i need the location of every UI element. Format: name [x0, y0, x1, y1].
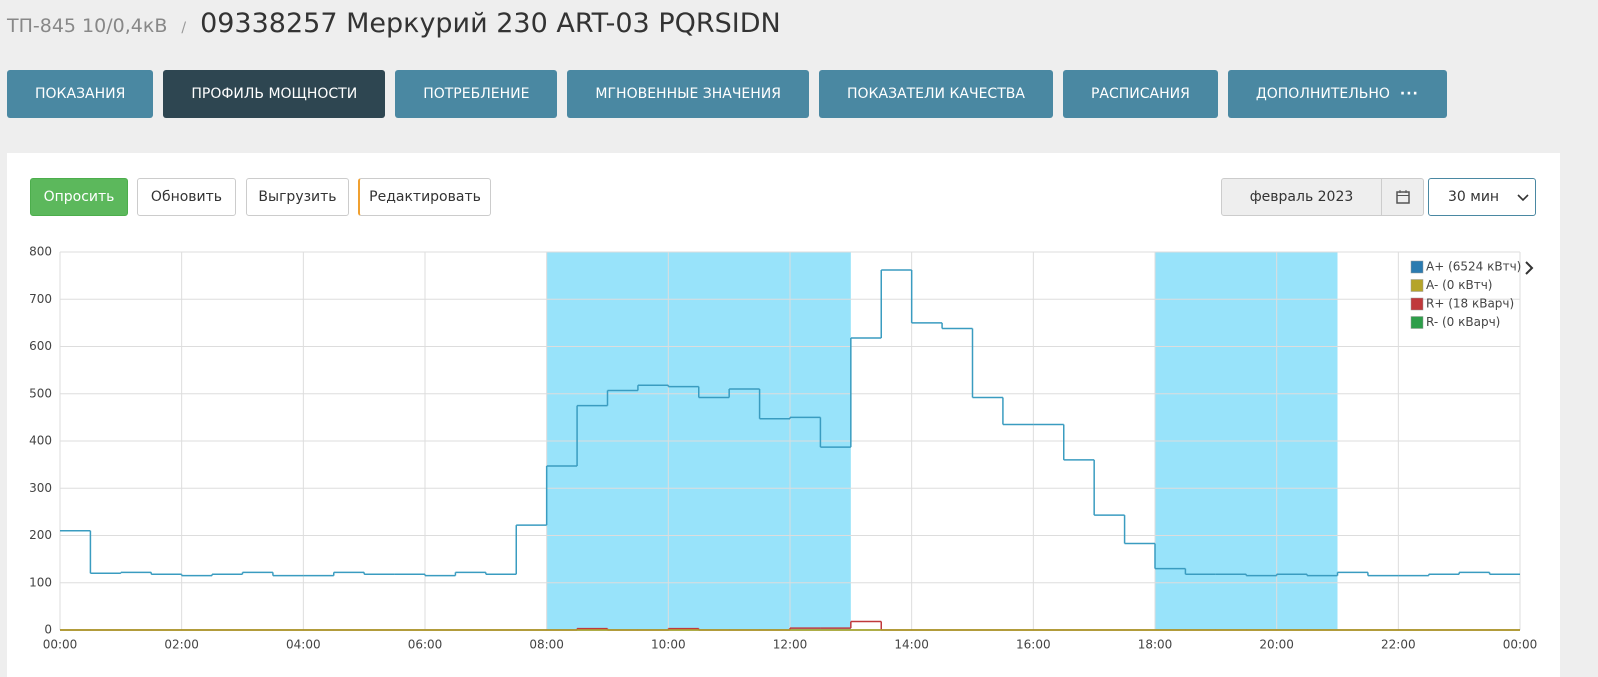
tab[interactable]: МГНОВЕННЫЕ ЗНАЧЕНИЯ [567, 70, 809, 118]
y-tick-label: 400 [29, 434, 52, 448]
breadcrumb-parent[interactable]: ТП-845 10/0,4кВ [7, 15, 168, 37]
x-tick-label: 10:00 [651, 638, 686, 652]
poll-button[interactable]: Опросить [30, 178, 128, 216]
y-tick-label: 100 [29, 575, 52, 589]
x-tick-label: 02:00 [164, 638, 199, 652]
edit-button[interactable]: Редактировать [358, 178, 491, 216]
legend-swatch [1410, 316, 1424, 329]
dots-icon: ··· [1399, 86, 1419, 102]
y-tick-label: 800 [29, 245, 52, 259]
tab[interactable]: ПОКАЗАТЕЛИ КАЧЕСТВА [819, 70, 1053, 118]
legend-label: R+ (18 кВарч) [1426, 297, 1514, 311]
legend-label: A- (0 кВтч) [1426, 278, 1492, 292]
tab[interactable]: ПОКАЗАНИЯ [7, 70, 154, 118]
x-tick-label: 16:00 [1016, 638, 1051, 652]
x-tick-label: 22:00 [1381, 638, 1416, 652]
export-button[interactable]: Выгрузить [246, 178, 349, 216]
legend-swatch [1410, 297, 1424, 311]
legend-label: R- (0 кВарч) [1426, 315, 1500, 329]
legend-label: A+ (6524 кВтч) [1426, 260, 1521, 274]
x-tick-label: 00:00 [43, 638, 78, 652]
x-tick-label: 06:00 [408, 638, 443, 652]
interval-value: 30 мин [1448, 189, 1500, 205]
x-tick-label: 18:00 [1138, 638, 1173, 652]
x-tick-label: 14:00 [894, 638, 929, 652]
tab[interactable]: РАСПИСАНИЯ [1062, 70, 1218, 118]
x-tick-label: 20:00 [1259, 638, 1294, 652]
y-tick-label: 0 [44, 623, 52, 637]
chevron-icon [1517, 194, 1529, 202]
breadcrumb-separator: / [181, 20, 187, 36]
tab-bar: ПОКАЗАНИЯ ПРОФИЛЬ МОЩНОСТИ ПОТРЕБЛЕНИЕ М… [7, 70, 1447, 118]
legend-next-arrow[interactable] [1525, 261, 1534, 275]
period-input[interactable]: февраль 2023 [1221, 178, 1382, 216]
calendar-icon [1395, 190, 1410, 204]
tab-label: ДОПОЛНИТЕЛЬНО [1255, 86, 1390, 102]
y-tick-label: 300 [29, 481, 52, 495]
tab-active[interactable]: ПРОФИЛЬ МОЩНОСТИ [163, 70, 386, 118]
page-title: 09338257 Меркурий 230 ART-03 PQRSIDN [200, 8, 781, 39]
x-tick-label: 00:00 [1503, 638, 1538, 652]
interval-select[interactable]: 30 мин [1428, 178, 1536, 216]
tab[interactable]: ПОТРЕБЛЕНИЕ [395, 70, 558, 118]
breadcrumb: ТП-845 10/0,4кВ / 09338257 Меркурий 230 … [7, 8, 781, 39]
legend-swatch [1410, 279, 1424, 292]
calendar-button[interactable] [1381, 178, 1424, 216]
x-tick-label: 08:00 [529, 638, 564, 652]
legend-swatch [1410, 260, 1424, 274]
tab-more[interactable]: ДОПОЛНИТЕЛЬНО ··· [1227, 70, 1447, 118]
y-tick-label: 200 [29, 528, 52, 542]
y-tick-label: 600 [29, 339, 52, 353]
x-tick-label: 04:00 [286, 638, 321, 652]
y-tick-label: 500 [29, 386, 52, 400]
x-tick-label: 12:00 [773, 638, 808, 652]
refresh-button[interactable]: Обновить [137, 178, 236, 216]
y-tick-label: 700 [29, 292, 52, 306]
